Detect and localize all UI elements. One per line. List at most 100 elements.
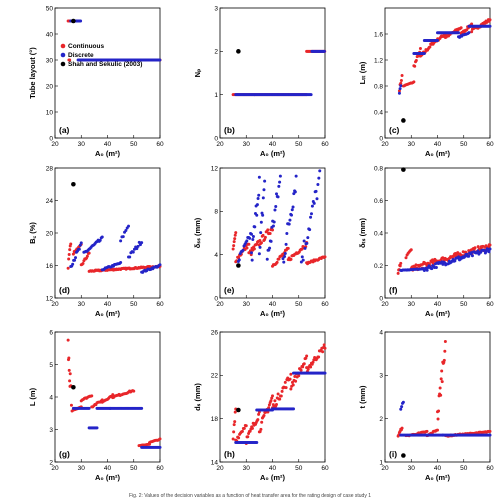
reference-point (401, 118, 406, 123)
y-tick-label: 30 (46, 57, 54, 64)
reference-point (401, 167, 406, 172)
continuous-point (289, 387, 293, 391)
discrete-point (250, 258, 254, 262)
x-tick-label: 60 (486, 465, 494, 472)
discrete-point (255, 213, 259, 217)
y-tick-label: 0.8 (374, 165, 383, 172)
y-tick-label: 0 (214, 135, 218, 142)
reference-point (71, 384, 76, 390)
discrete-point (487, 250, 491, 254)
discrete-point (263, 179, 267, 183)
discrete-point (284, 242, 288, 246)
panel-d: 20 30 40 50 60 12 16 20 24 28 A₀ (m²) B꜀ (%) (d) (28, 165, 164, 318)
discrete-point (276, 195, 280, 199)
x-tick-label: 40 (434, 301, 442, 308)
y-axis-label: t (mm) (358, 385, 367, 408)
continuous-point (246, 435, 250, 439)
continuous-point (87, 251, 91, 255)
discrete-point (316, 182, 320, 186)
y-tick-label: 20 (46, 230, 54, 237)
reference-point (236, 407, 241, 413)
discrete-point (290, 208, 294, 212)
discrete-point (309, 212, 313, 216)
y-tick-label: 0 (214, 295, 218, 302)
x-tick-label: 40 (104, 301, 112, 308)
y-tick-label: 0.4 (374, 230, 383, 237)
continuous-point (304, 356, 308, 360)
continuous-point (396, 271, 400, 275)
y-tick-label: 3 (379, 373, 383, 380)
continuous-point (271, 228, 274, 232)
y-tick-label: 12 (211, 165, 219, 172)
reference-point (401, 453, 406, 458)
x-tick-label: 50 (460, 465, 468, 472)
continuous-point (400, 74, 404, 77)
x-tick-label: 20 (381, 141, 389, 148)
discrete-point (128, 255, 132, 259)
discrete-point (248, 236, 252, 240)
discrete-point (436, 39, 439, 42)
continuous-point (90, 394, 94, 398)
continuous-point (476, 245, 480, 249)
discrete-point (119, 260, 123, 264)
discrete-point (100, 235, 104, 239)
continuous-point (69, 403, 73, 407)
continuous-point (439, 377, 443, 381)
discrete-point (288, 218, 292, 222)
x-axis-label: A₀ (m²) (260, 309, 286, 318)
discrete-point (301, 258, 305, 262)
panel-a: 20 30 40 50 60 0 10 20 30 40 50 A₀ (m²) Tube layout … (28, 5, 164, 158)
continuous-point (258, 239, 262, 243)
discrete-point (98, 238, 102, 242)
continuous-point (439, 393, 443, 397)
x-tick-label: 50 (130, 465, 138, 472)
y-tick-label: 4 (379, 329, 383, 336)
discrete-point (265, 257, 269, 261)
continuous-point (306, 367, 310, 371)
discrete-point (291, 205, 295, 209)
discrete-point (397, 91, 401, 95)
continuous-point (81, 262, 85, 266)
continuous-point (473, 246, 477, 250)
discrete-point (399, 407, 403, 411)
x-tick-label: 30 (408, 141, 416, 148)
y-tick-label: 0 (379, 295, 383, 302)
discrete-point (398, 87, 402, 91)
discrete-point (272, 220, 276, 224)
panel-label: (g) (59, 449, 70, 459)
continuous-point (428, 45, 432, 49)
continuous-point (484, 244, 488, 248)
continuous-point (233, 237, 237, 241)
continuous-point (247, 242, 251, 246)
discrete-point (312, 201, 316, 205)
x-tick-label: 50 (295, 465, 303, 472)
plot-frame (54, 167, 161, 299)
continuous-point (309, 365, 313, 369)
continuous-point (286, 246, 290, 250)
panel-label: (c) (389, 125, 400, 135)
x-tick-label: 60 (486, 141, 494, 148)
x-tick-label: 50 (460, 141, 468, 148)
continuous-point (275, 260, 279, 264)
discrete-point (488, 433, 492, 437)
discrete-point (318, 169, 322, 173)
discrete-point (137, 240, 141, 244)
continuous-point (414, 59, 418, 63)
y-axis-label: δₜₛ (mm) (358, 218, 367, 248)
y-axis-label: Tube layout (°) (28, 47, 37, 99)
x-tick-label: 50 (295, 141, 303, 148)
continuous-point (263, 235, 267, 239)
x-tick-label: 60 (156, 141, 164, 148)
y-tick-label: 2 (49, 459, 53, 466)
continuous-point (413, 64, 417, 68)
discrete-point (78, 243, 82, 247)
x-tick-label: 40 (434, 465, 442, 472)
discrete-point (132, 247, 136, 251)
x-tick-label: 60 (156, 465, 164, 472)
continuous-point (67, 257, 71, 261)
continuous-point (68, 379, 72, 383)
x-tick-label: 20 (51, 141, 59, 148)
continuous-point (440, 380, 444, 384)
discrete-point (306, 236, 310, 240)
continuous-point (132, 389, 136, 393)
